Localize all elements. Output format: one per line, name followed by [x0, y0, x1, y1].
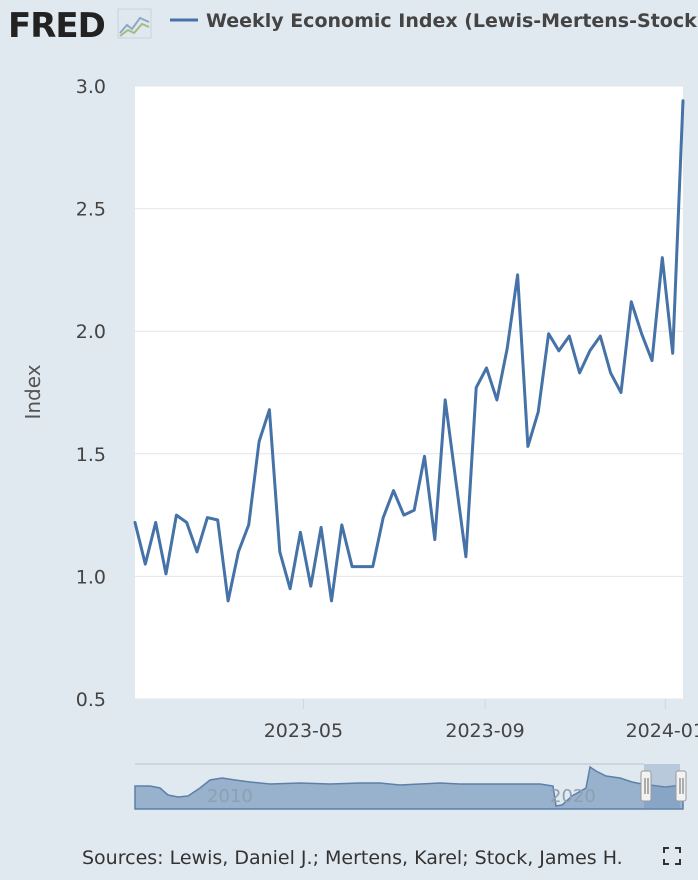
y-axis-label: Index [21, 364, 45, 419]
y-tick-label: 2.5 [76, 199, 106, 221]
fred-chart-icon [117, 8, 152, 39]
navigator-area [134, 765, 684, 810]
legend-label: Weekly Economic Index (Lewis-Mertens-Sto… [206, 10, 698, 32]
x-tick-label: 2023-09 [445, 720, 524, 742]
fred-logo-text: FRED [8, 6, 105, 46]
series-layer[interactable] [133, 99, 685, 603]
series-line[interactable] [133, 99, 685, 603]
x-axis: 2023-05 2023-09 2024-01 [264, 699, 698, 742]
navigator-left-handle[interactable] [640, 770, 652, 802]
navigator-right-handle[interactable] [675, 770, 687, 802]
navigator-tick-label: 2010 [207, 786, 253, 807]
plot-area [135, 86, 683, 699]
fullscreen-icon[interactable] [663, 847, 681, 865]
y-axis: 0.5 1.0 1.5 2.0 2.5 3.0 [76, 76, 106, 711]
navigator[interactable]: 2010 2020 [134, 763, 687, 810]
y-tick-label: 1.0 [76, 566, 106, 588]
x-tick-label: 2023-05 [264, 720, 343, 742]
legend[interactable]: Weekly Economic Index (Lewis-Mertens-Sto… [170, 10, 698, 32]
y-tick-label: 3.0 [76, 76, 106, 98]
sources-text: Sources: Lewis, Daniel J.; Mertens, Kare… [82, 847, 623, 869]
navigator-tick-label: 2020 [550, 786, 596, 807]
y-tick-label: 0.5 [76, 689, 106, 711]
y-tick-label: 2.0 [76, 321, 106, 343]
y-tick-label: 1.5 [76, 444, 106, 466]
fred-logo[interactable]: FRED [8, 6, 152, 46]
x-tick-label: 2024-01 [626, 720, 698, 742]
